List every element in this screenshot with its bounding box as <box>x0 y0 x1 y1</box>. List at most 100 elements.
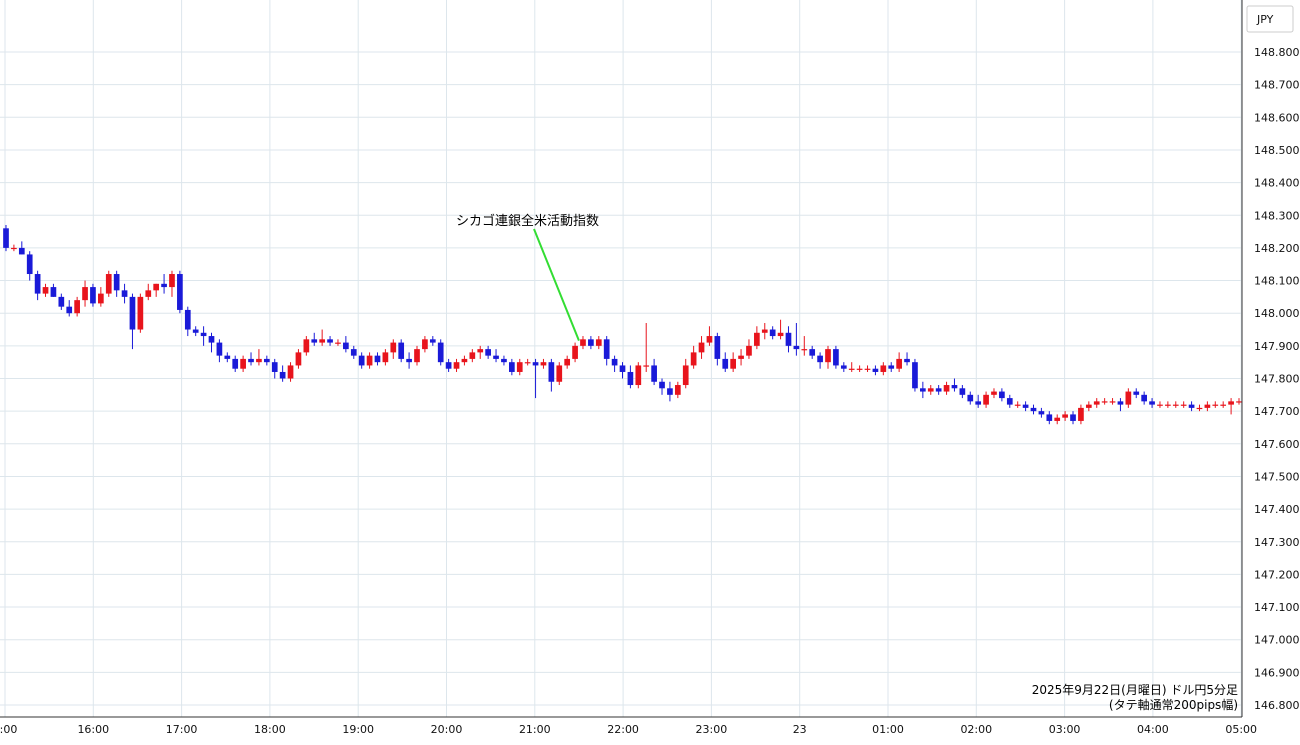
candle-body <box>667 388 673 395</box>
candle-body <box>169 274 175 288</box>
y-tick-label: 148.300 <box>1254 209 1300 222</box>
x-tick-label: 5:00 <box>0 723 17 736</box>
candle <box>761 322 768 340</box>
y-axis-tick-labels: 146.800 146.900 147.000 147.100 147.200 147.3… <box>1254 46 1300 712</box>
candle-body <box>935 388 942 392</box>
candle-body <box>177 274 183 310</box>
candle <box>999 388 1005 402</box>
candle-body <box>603 339 610 359</box>
candle <box>1188 401 1195 412</box>
candle <box>682 358 689 389</box>
candle-body <box>556 365 563 382</box>
candle-body <box>192 329 199 333</box>
candle-body <box>627 371 634 386</box>
candle-body <box>390 342 397 353</box>
y-tick-label: 147.500 <box>1254 470 1300 483</box>
candle-body <box>74 300 80 314</box>
candle <box>1157 401 1163 408</box>
candle-body <box>1006 398 1013 405</box>
candle-body <box>817 355 823 363</box>
candle <box>382 349 389 366</box>
candle <box>279 365 286 382</box>
candle <box>714 332 721 366</box>
y-tick-label: 147.600 <box>1254 438 1300 451</box>
y-tick-label: 148.100 <box>1254 275 1300 288</box>
y-tick-label: 147.900 <box>1254 340 1300 353</box>
candle-body <box>825 349 831 363</box>
candle-body <box>1165 404 1171 406</box>
candle <box>1093 398 1100 408</box>
candle <box>350 345 357 359</box>
candle <box>1078 404 1084 425</box>
candle-body <box>82 287 88 301</box>
candle-body <box>319 339 325 343</box>
candle <box>1236 398 1242 405</box>
candle-body <box>422 339 428 350</box>
candle-body <box>34 274 41 294</box>
candle <box>295 349 302 369</box>
candle <box>248 352 254 366</box>
candle-body <box>595 339 602 346</box>
x-tick-label: 23 <box>793 723 807 736</box>
y-tick-label: 148.200 <box>1254 242 1300 255</box>
candle-body <box>580 339 586 346</box>
candle-body <box>414 349 420 363</box>
candle <box>240 355 246 372</box>
candle-body <box>801 349 808 351</box>
x-tick-label: 03:00 <box>1049 723 1081 736</box>
candle <box>1006 394 1013 408</box>
candle <box>603 336 610 366</box>
candle-body <box>516 362 523 372</box>
candle <box>983 391 989 408</box>
candle <box>42 283 49 297</box>
candle <box>1133 388 1140 399</box>
candle-body <box>161 283 167 288</box>
candle <box>509 358 515 376</box>
candle <box>659 378 665 395</box>
candle <box>532 358 539 399</box>
candle-body <box>983 394 989 405</box>
candle <box>184 306 191 337</box>
candle-body <box>50 287 57 297</box>
candle-body <box>714 336 721 359</box>
candle-body <box>1062 414 1068 418</box>
candle-body <box>90 287 96 304</box>
candle <box>398 339 405 363</box>
y-tick-label: 147.400 <box>1254 503 1300 516</box>
candle <box>920 381 926 399</box>
candle <box>1212 401 1219 408</box>
candle <box>746 339 752 359</box>
candle <box>177 270 183 314</box>
candle-body <box>1204 404 1211 408</box>
candle-body <box>287 365 294 379</box>
candle-body <box>1038 411 1045 415</box>
candle-body <box>477 349 484 353</box>
candle <box>485 345 491 359</box>
candle-body <box>406 358 412 363</box>
candle-body <box>350 349 357 356</box>
candle <box>18 241 25 255</box>
candle-body <box>943 385 950 392</box>
candle <box>738 349 744 366</box>
candle <box>1149 398 1155 408</box>
candle <box>74 296 80 317</box>
candle-body <box>746 345 752 356</box>
candle <box>904 352 910 366</box>
candle-body <box>848 368 855 370</box>
chart-caption: 2025年9月22日(月曜日) ドル円5分足 (タテ軸通常200pips幅) <box>1032 683 1238 712</box>
candle <box>34 270 41 301</box>
candle-body <box>1085 404 1092 408</box>
candle-body <box>137 296 144 330</box>
candle-body <box>619 365 626 372</box>
candles <box>3 225 1242 425</box>
candle-body <box>509 362 515 372</box>
candle <box>1109 398 1116 405</box>
candle-body <box>864 368 871 370</box>
candle-body <box>1093 401 1100 405</box>
candle <box>343 336 349 353</box>
candle-body <box>343 342 349 350</box>
grid-lines <box>0 0 1242 717</box>
candle-body <box>98 293 104 304</box>
currency-label: JPY <box>1256 13 1274 26</box>
